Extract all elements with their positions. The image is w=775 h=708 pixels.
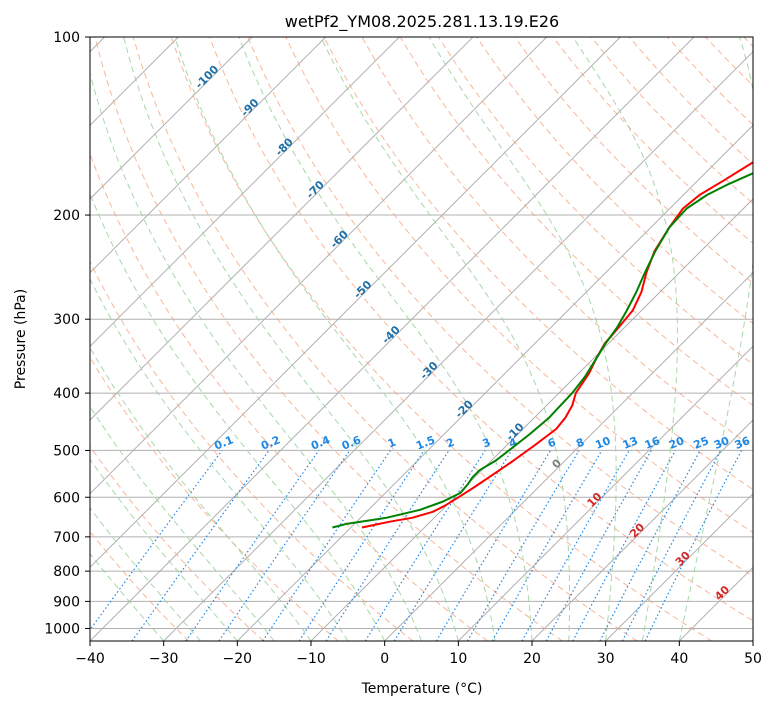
x-tick-label: −20 — [223, 651, 253, 667]
y-tick-label: 700 — [53, 530, 80, 546]
x-tick-label: 0 — [380, 651, 389, 667]
mixing-ratio-line — [393, 450, 513, 641]
isotherm-line — [90, 37, 400, 348]
mixing-ratio-label: 8 — [574, 436, 586, 451]
x-tick-label: 30 — [597, 651, 615, 667]
isotherm-line — [384, 271, 753, 641]
isotherm-line — [752, 640, 753, 641]
mixing-ratio-label: 2 — [444, 436, 456, 451]
y-tick-label: 800 — [53, 564, 80, 580]
series-layer — [332, 161, 753, 529]
mixing-ratio-line — [298, 450, 425, 641]
dry-adiabat-line — [90, 260, 414, 641]
chart-title: wetPf2_YM08.2025.281.13.19.E26 — [285, 12, 559, 32]
mixing-ratio-line — [131, 450, 270, 641]
x-tick-label: 40 — [670, 651, 688, 667]
y-axis-title: Pressure (hPa) — [13, 289, 29, 389]
dry-adiabat-line — [323, 37, 753, 491]
plot-frame — [89, 36, 754, 642]
mixing-ratio-label: 1 — [386, 436, 398, 451]
mixing-ratio-label: 25 — [692, 434, 711, 452]
y-tick-label: 900 — [53, 594, 80, 610]
mixing-ratio-label: 10 — [593, 434, 612, 452]
moist-adiabat-line — [90, 552, 165, 641]
dry-adiabat-line — [285, 37, 753, 534]
moist-adiabat-line — [90, 192, 386, 641]
mixing-ratio-line — [325, 450, 450, 641]
mixing-ratio-line — [572, 450, 677, 641]
y-tick-label: 500 — [53, 443, 80, 459]
dewpoint-profile-line — [332, 172, 753, 529]
y-tick-label: 300 — [53, 312, 80, 328]
moist-adiabat-line — [90, 346, 312, 641]
y-tick-label: 100 — [53, 30, 80, 46]
mixing-ratio-line — [521, 450, 630, 641]
mixing-ratio-label: 16 — [643, 434, 662, 452]
isotherm-line — [605, 492, 753, 641]
dry-adiabat-line — [94, 37, 563, 641]
isotherm-line — [90, 37, 474, 421]
moist-adiabat-line — [90, 405, 275, 641]
mixing-ratio-line — [545, 450, 652, 641]
y-tick-label: 1000 — [44, 621, 80, 637]
x-tick-label: 10 — [449, 651, 467, 667]
mixing-ratio-line — [90, 450, 223, 631]
mixing-ratio-label: 36 — [733, 434, 752, 452]
dry-adiabat-line — [132, 37, 638, 641]
mixing-ratio-label: 13 — [621, 434, 640, 452]
isotherm-line — [90, 37, 548, 495]
x-tick-label: −30 — [149, 651, 179, 667]
isotherm-line — [90, 37, 327, 274]
dry-adiabat-line — [476, 37, 753, 325]
x-tick-label: 20 — [523, 651, 541, 667]
dry-adiabat-line — [209, 37, 753, 622]
moist-adiabat-line — [428, 37, 617, 641]
moist-adiabat-line — [174, 37, 496, 641]
x-tick-label: −10 — [296, 651, 326, 667]
mixing-ratio-line — [262, 450, 391, 641]
y-tick-label: 200 — [53, 208, 80, 224]
isotherm-line — [163, 50, 753, 641]
x-axis-title: Temperature (°C) — [361, 681, 483, 697]
mixing-ratio-label: 30 — [712, 434, 731, 452]
y-tick-label: 600 — [53, 490, 80, 506]
mixing-ratio-label: 20 — [667, 434, 686, 452]
moist-adiabat-line — [90, 458, 238, 641]
mixing-ratio-line — [218, 450, 351, 641]
moist-adiabat-line — [90, 277, 349, 641]
dry-adiabat-line — [90, 356, 339, 641]
dry-adiabat-line — [514, 37, 753, 284]
isotherm-line — [90, 37, 621, 569]
plot-area — [90, 37, 753, 641]
moist-adiabat-line — [90, 71, 422, 641]
moist-adiabat-line — [320, 37, 570, 641]
dry-adiabat-line — [170, 37, 712, 641]
isotherm-line — [457, 345, 753, 641]
isotherm-line — [236, 124, 753, 641]
mixing-ratio-line — [621, 450, 722, 641]
mixing-ratio-line — [185, 450, 320, 641]
x-axis: −40 −30 −20 −10 0 10 20 30 40 50 — [75, 641, 762, 667]
isotherm-line — [90, 37, 253, 200]
moist-adiabat-line — [238, 37, 533, 641]
x-tick-label: 50 — [744, 651, 762, 667]
moist-adiabat-line — [572, 37, 678, 641]
isotherm-line — [531, 419, 753, 641]
dry-adiabat-line — [90, 445, 264, 641]
mixing-ratio-line — [644, 450, 743, 641]
moist-adiabat-line — [90, 506, 201, 641]
y-axis: 100 200 300 400 500 600 700 800 900 1000 — [44, 30, 90, 637]
background-lines — [90, 37, 753, 641]
dry-adiabat-line — [247, 37, 753, 577]
y-tick-label: 400 — [53, 386, 80, 402]
moist-adiabat-line — [678, 37, 753, 641]
x-tick-label: −40 — [75, 651, 105, 667]
mixing-ratio-label: 3 — [480, 436, 492, 451]
moist-adiabat-line — [123, 37, 459, 641]
